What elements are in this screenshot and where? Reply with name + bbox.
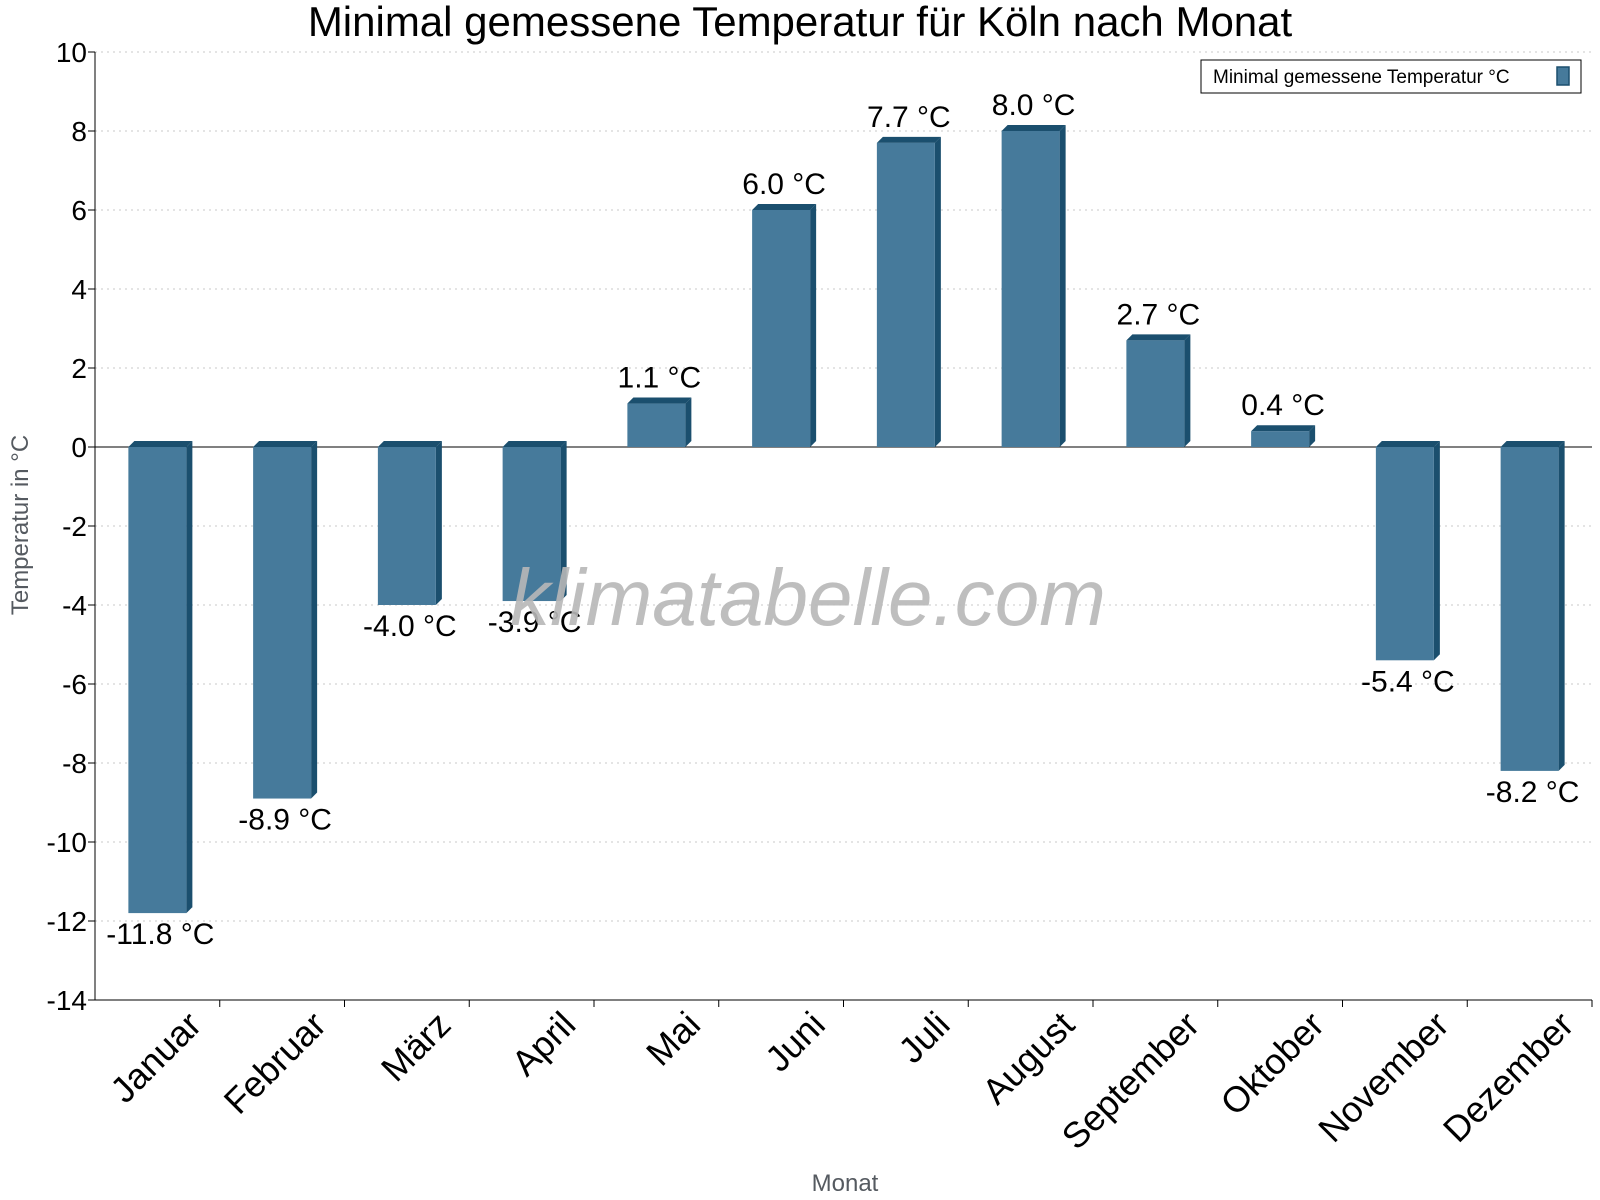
x-axis-ticks: Januar Februar März April Mai Juni Juli AugustS… <box>102 1000 1593 1158</box>
x-tick-label: Februar <box>216 1004 334 1122</box>
y-tick-label: -4 <box>62 590 87 621</box>
y-tick-label: 2 <box>71 353 87 384</box>
y-tick-label: 4 <box>71 274 87 305</box>
data-label: 7.7 °C <box>867 101 951 134</box>
x-axis-title: Monat <box>812 1170 879 1197</box>
data-label: -3.9 °C <box>488 606 582 639</box>
bar-side <box>934 136 941 447</box>
bar <box>1251 425 1316 447</box>
bar-front <box>1126 340 1185 447</box>
data-labels: -11.8 °C -8.9 °C -4.0 °C -3.9 °C 1.1 °C 6.0 °… <box>106 89 1579 951</box>
bar <box>876 136 941 447</box>
bar-top <box>1126 334 1191 341</box>
data-label: 8.0 °C <box>992 89 1076 122</box>
data-label: 0.4 °C <box>1241 389 1325 422</box>
bar-side <box>1433 441 1440 661</box>
data-label: 2.7 °C <box>1117 298 1201 331</box>
x-tick-label: Dezember <box>1435 1004 1581 1150</box>
legend-swatch <box>1556 66 1570 86</box>
bar-top <box>377 441 442 447</box>
data-label: 1.1 °C <box>618 362 702 395</box>
data-label: -5.4 °C <box>1361 665 1455 698</box>
y-tick-label: -8 <box>62 748 87 779</box>
bar-front <box>1001 131 1060 447</box>
bar-side <box>685 397 692 447</box>
data-label: -4.0 °C <box>363 610 457 643</box>
y-tick-label: 6 <box>71 195 87 226</box>
y-tick-label: 0 <box>71 432 87 463</box>
y-tick-label: -14 <box>47 985 87 1016</box>
y-tick-label: -12 <box>47 906 87 937</box>
bar-side <box>810 204 817 447</box>
bar <box>253 441 318 799</box>
x-tick-label: September <box>1054 1004 1208 1158</box>
bar <box>752 204 817 447</box>
bar-side <box>435 441 442 605</box>
bar-front <box>752 210 811 447</box>
x-tick-label: April <box>503 1004 583 1084</box>
bar <box>627 397 692 447</box>
bar-top <box>627 397 692 404</box>
y-tick-label: 8 <box>71 116 87 147</box>
y-tick-label: -2 <box>62 511 87 542</box>
bar-side <box>1059 125 1066 447</box>
bar-top <box>253 441 318 447</box>
bar-front <box>1500 447 1559 771</box>
x-tick-label: Juli <box>890 1004 957 1071</box>
data-label: -8.9 °C <box>238 804 332 837</box>
data-label: -8.2 °C <box>1486 776 1580 809</box>
bar-side <box>311 441 318 799</box>
bar-front <box>627 403 686 447</box>
bar-top <box>752 204 817 210</box>
data-label: 6.0 °C <box>742 168 826 201</box>
bar-front <box>1375 447 1434 661</box>
chart-title: Minimal gemessene Temperatur für Köln na… <box>308 0 1293 45</box>
bar <box>1001 125 1066 447</box>
bar-side <box>560 441 567 602</box>
x-tick-label: Juni <box>757 1004 833 1080</box>
bar <box>502 441 567 602</box>
bar-top <box>1251 425 1316 432</box>
x-tick-label: August <box>974 1004 1082 1112</box>
bar-top <box>1500 441 1565 447</box>
bar <box>1126 334 1191 447</box>
x-tick-label: Januar <box>102 1004 209 1111</box>
bar <box>128 441 193 914</box>
bar-side <box>186 441 193 914</box>
bar-top <box>876 136 941 143</box>
bar-top <box>128 441 193 447</box>
bar-side <box>1184 334 1191 447</box>
bar-top <box>1001 125 1066 131</box>
data-label: -11.8 °C <box>106 918 214 951</box>
bar-front <box>876 142 935 447</box>
bar-series <box>128 125 1565 914</box>
bar-side <box>1558 441 1565 771</box>
grid-lines <box>94 51 1592 1001</box>
bar-top <box>502 441 567 447</box>
bar-front <box>1251 431 1310 447</box>
y-tick-label: -10 <box>47 827 87 858</box>
bar-side <box>1309 425 1316 447</box>
bar-front <box>128 447 187 914</box>
x-tick-label: Oktober <box>1212 1004 1332 1124</box>
bar-front <box>377 447 436 605</box>
legend: Minimal gemessene Temperatur °C <box>1200 59 1582 94</box>
bar <box>1500 441 1565 771</box>
bar <box>1375 441 1440 661</box>
y-axis-title: Temperatur in °C <box>7 435 34 615</box>
legend-box <box>1200 59 1582 94</box>
y-tick-label: 10 <box>56 37 87 68</box>
x-tick-label: März <box>373 1004 459 1090</box>
bar-front <box>253 447 312 799</box>
y-tick-label: -6 <box>62 669 87 700</box>
bar <box>377 441 442 605</box>
x-tick-label: November <box>1310 1004 1456 1150</box>
x-tick-label: Mai <box>638 1004 708 1074</box>
legend-label: Minimal gemessene Temperatur °C <box>1213 67 1510 88</box>
bar-top <box>1375 441 1440 447</box>
watermark: klimatabelle.com <box>510 553 1106 642</box>
y-axis-ticks: 10 8 6 4 2 0 -2 -4 -6 -8 -10 -12 -14 <box>47 37 95 1016</box>
bar-front <box>502 447 561 602</box>
